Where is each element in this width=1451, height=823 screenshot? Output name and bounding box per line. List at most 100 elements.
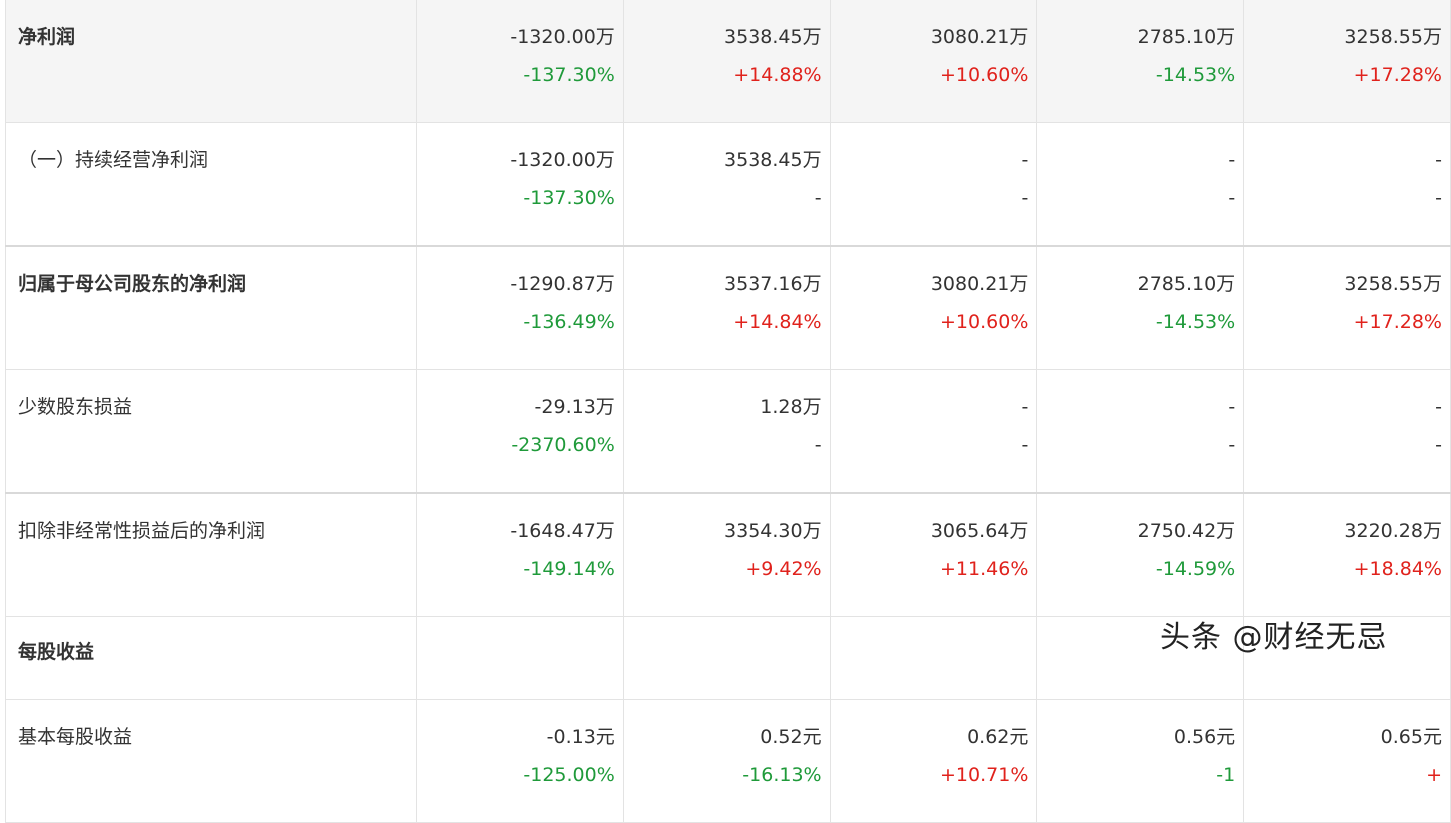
change-percent: - bbox=[1435, 434, 1442, 456]
value-cell: 2750.42万 -14.59% bbox=[1036, 492, 1245, 617]
row-label: 扣除非经常性损益后的净利润 bbox=[5, 492, 417, 617]
change-percent: -16.13% bbox=[742, 764, 822, 786]
value-cell: 3065.64万 +11.46% bbox=[829, 492, 1038, 617]
change-percent: -1 bbox=[1216, 764, 1236, 786]
change-percent: - bbox=[814, 187, 822, 209]
change-percent: - bbox=[1435, 187, 1442, 209]
change-percent: + bbox=[1426, 764, 1442, 786]
change-percent: -2370.60% bbox=[511, 434, 615, 456]
amount-value: -29.13万 bbox=[534, 396, 615, 418]
amount-value: 0.62元 bbox=[967, 726, 1029, 748]
row-label: 净利润 bbox=[5, 0, 417, 123]
value-cell: -- bbox=[829, 122, 1038, 247]
financial-table: 净利润 -1320.00万 -137.30% 3538.45万 +14.88% 3080.… bbox=[5, 0, 1451, 823]
amount-value: 0.52元 bbox=[760, 726, 822, 748]
amount-value: 0.65元 bbox=[1380, 726, 1442, 748]
change-percent: -136.49% bbox=[523, 311, 615, 333]
amount-value: 1.28万 bbox=[760, 396, 822, 418]
table-row: （一）持续经营净利润 -1320.00万 -137.30% 3538.45万 - - - - -… bbox=[5, 122, 1451, 247]
value-cell: 2785.10万 -14.53% bbox=[1036, 0, 1245, 123]
value-cell: 3538.45万 +14.88% bbox=[622, 0, 831, 123]
value-cell: -1290.87万 -136.49% bbox=[416, 245, 624, 370]
table-row: 少数股东损益 -29.13万 -2370.60% 1.28万 - - - - - - - bbox=[5, 369, 1451, 494]
change-percent: - bbox=[1228, 434, 1236, 456]
amount-value: -0.13元 bbox=[546, 726, 615, 748]
value-cell: 1.28万 - bbox=[622, 369, 831, 494]
value-cell bbox=[622, 616, 831, 700]
change-percent: +14.84% bbox=[733, 311, 822, 333]
change-percent: +10.60% bbox=[940, 64, 1029, 86]
change-percent: -137.30% bbox=[523, 64, 615, 86]
amount-value: 2785.10万 bbox=[1137, 273, 1236, 295]
change-percent: -125.00% bbox=[523, 764, 615, 786]
amount-value: 3537.16万 bbox=[724, 273, 822, 295]
row-label: 每股收益 bbox=[5, 616, 417, 700]
amount-value: 3354.30万 bbox=[724, 520, 822, 542]
amount-value: 2750.42万 bbox=[1137, 520, 1236, 542]
row-label: （一）持续经营净利润 bbox=[5, 122, 417, 247]
amount-value: -1290.87万 bbox=[510, 273, 615, 295]
amount-value: 2785.10万 bbox=[1137, 26, 1236, 48]
amount-value: -1648.47万 bbox=[510, 520, 615, 542]
amount-value: - bbox=[1435, 149, 1442, 171]
change-percent: +10.60% bbox=[940, 311, 1029, 333]
value-cell: 3354.30万 +9.42% bbox=[622, 492, 831, 617]
change-percent: +11.46% bbox=[940, 558, 1029, 580]
value-cell: -1648.47万 -149.14% bbox=[416, 492, 624, 617]
amount-value: 3538.45万 bbox=[724, 26, 822, 48]
value-cell: 0.62元 +10.71% bbox=[829, 699, 1038, 823]
change-percent: -137.30% bbox=[523, 187, 615, 209]
value-cell: -- bbox=[1036, 122, 1245, 247]
amount-value: 3065.64万 bbox=[930, 520, 1029, 542]
value-cell: 3080.21万 +10.60% bbox=[829, 245, 1038, 370]
table-row: 净利润 -1320.00万 -137.30% 3538.45万 +14.88% 3080.… bbox=[5, 0, 1451, 123]
row-label: 少数股东损益 bbox=[5, 369, 417, 494]
value-cell: -1320.00万 -137.30% bbox=[416, 0, 624, 123]
value-cell: -1320.00万 -137.30% bbox=[416, 122, 624, 247]
value-cell: -- bbox=[829, 369, 1038, 494]
change-percent: +14.88% bbox=[733, 64, 822, 86]
change-percent: - bbox=[1021, 187, 1029, 209]
value-cell: 0.65元 + bbox=[1243, 699, 1451, 823]
change-percent: +17.28% bbox=[1353, 311, 1442, 333]
value-cell: 3080.21万 +10.60% bbox=[829, 0, 1038, 123]
amount-value: - bbox=[1228, 396, 1236, 418]
value-cell: 2785.10万 -14.53% bbox=[1036, 245, 1245, 370]
amount-value: 3258.55万 bbox=[1344, 273, 1442, 295]
value-cell: 3258.55万 +17.28% bbox=[1243, 0, 1451, 123]
value-cell: -- bbox=[1243, 369, 1451, 494]
change-percent: -14.53% bbox=[1155, 64, 1236, 86]
value-cell bbox=[416, 616, 624, 700]
table-row: 扣除非经常性损益后的净利润 -1648.47万 -149.14% 3354.30万 +9… bbox=[5, 492, 1451, 617]
amount-value: - bbox=[1021, 149, 1029, 171]
amount-value: -1320.00万 bbox=[510, 26, 615, 48]
change-percent: +18.84% bbox=[1353, 558, 1442, 580]
row-label: 归属于母公司股东的净利润 bbox=[5, 245, 417, 370]
amount-value: 3258.55万 bbox=[1344, 26, 1442, 48]
change-percent: - bbox=[814, 434, 822, 456]
change-percent: -14.59% bbox=[1155, 558, 1236, 580]
amount-value: 0.56元 bbox=[1173, 726, 1236, 748]
change-percent: -149.14% bbox=[523, 558, 615, 580]
amount-value: 3538.45万 bbox=[724, 149, 822, 171]
change-percent: +9.42% bbox=[745, 558, 822, 580]
amount-value: - bbox=[1435, 396, 1442, 418]
table-row: 归属于母公司股东的净利润 -1290.87万 -136.49% 3537.16万 +14… bbox=[5, 245, 1451, 370]
value-cell: -0.13元 -125.00% bbox=[416, 699, 624, 823]
amount-value: -1320.00万 bbox=[510, 149, 615, 171]
amount-value: - bbox=[1021, 396, 1029, 418]
value-cell: 3258.55万 +17.28% bbox=[1243, 245, 1451, 370]
amount-value: 3080.21万 bbox=[930, 273, 1029, 295]
value-cell: 0.52元 -16.13% bbox=[622, 699, 831, 823]
change-percent: +10.71% bbox=[940, 764, 1029, 786]
value-cell: -29.13万 -2370.60% bbox=[416, 369, 624, 494]
value-cell: -- bbox=[1243, 122, 1451, 247]
amount-value: 3080.21万 bbox=[930, 26, 1029, 48]
value-cell: 3220.28万 +18.84% bbox=[1243, 492, 1451, 617]
value-cell: 3538.45万 - bbox=[622, 122, 831, 247]
change-percent: +17.28% bbox=[1353, 64, 1442, 86]
row-label: 基本每股收益 bbox=[5, 699, 417, 823]
change-percent: -14.53% bbox=[1155, 311, 1236, 333]
value-cell: 3537.16万 +14.84% bbox=[622, 245, 831, 370]
value-cell bbox=[829, 616, 1038, 700]
